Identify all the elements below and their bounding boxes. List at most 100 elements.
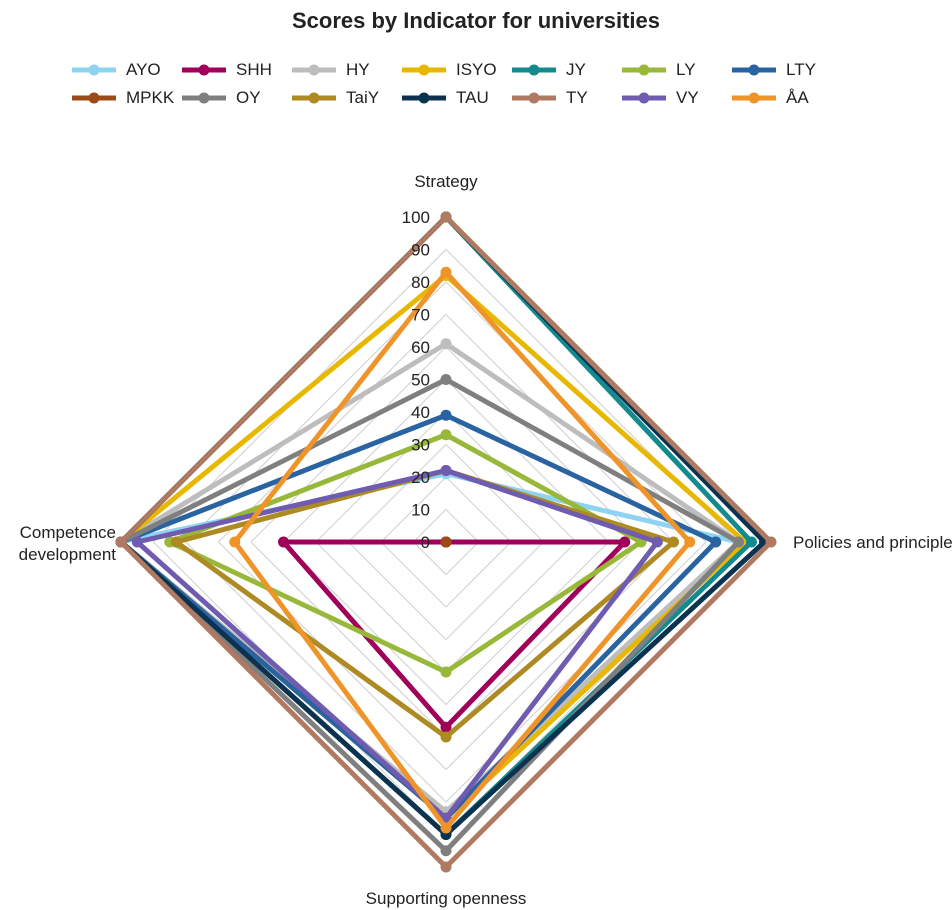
data-point [440,266,452,278]
legend-swatch [72,92,116,104]
tick-label: 30 [411,436,430,455]
legend-item-jy[interactable]: JY [510,56,620,84]
grid-ring [347,443,545,641]
data-point [733,536,744,548]
legend-label: SHH [236,60,272,79]
axis-labels: Strategy Policies and principles Supportin… [19,172,952,908]
legend-label: ÅA [786,88,809,107]
axis-label-policies-and-principles: Policies and principles [793,533,952,552]
tick-label: 80 [411,273,430,292]
legend-label: LTY [786,60,816,79]
legend-item-tau[interactable]: TAU [400,84,510,112]
data-point [229,536,241,548]
legend-label: LY [676,60,696,79]
legend-label: HY [346,60,370,79]
legend-label: TAU [456,88,489,107]
data-point [710,536,722,548]
data-point [651,536,663,548]
grid-ring [380,476,512,608]
legend-swatch [292,64,336,76]
data-point [619,536,631,548]
tick-label: 60 [411,338,430,357]
legend-swatch [182,92,226,104]
legend-item-isyo[interactable]: ISYO [400,56,510,84]
data-point [278,536,289,548]
legend-label: TaiY [346,88,380,107]
tick-labels: 0 10 20 30 40 50 60 70 80 90 100 [402,208,430,552]
data-point [440,429,452,441]
data-point [440,666,452,678]
legend-swatch [292,92,336,104]
legend-item-a[interactable]: ÅA [730,84,840,112]
data-point [684,536,696,548]
legend-swatch [182,64,226,76]
legend-swatch [512,92,556,104]
legend-item-vy[interactable]: VY [620,84,730,112]
series-ty [115,211,777,873]
tick-label: 50 [411,371,430,390]
legend-swatch [732,92,776,104]
grid-ring [412,508,480,576]
legend-item-mpkk[interactable]: MPKK [70,84,180,112]
chart-title: Scores by Indicator for universities [291,8,660,33]
legend-swatch [732,64,776,76]
legend-swatch [72,64,116,76]
data-point [440,861,452,873]
data-point [765,536,777,548]
legend-item-ty[interactable]: TY [510,84,620,112]
axis-label-strategy: Strategy [414,172,478,191]
data-point [440,338,452,350]
data-point [170,536,182,548]
axis-label-supporting-openness: Supporting openness [366,889,527,908]
data-point [440,211,452,223]
tick-label: 40 [411,403,430,422]
tick-label: 10 [411,501,430,520]
legend-label: ISYO [456,60,497,79]
legend-item-ayo[interactable]: AYO [70,56,180,84]
axis-label-competence-development: Competence development [19,523,117,564]
legend-swatch [622,92,666,104]
data-point [746,536,757,548]
data-point [440,409,452,421]
tick-label: 70 [411,306,430,325]
legend: AYO SHH HY ISYO JY LY LTY MPKK OY TaiY TAU TY VY ÅA [70,56,870,112]
legend-label: AYO [126,60,161,79]
data-point [440,536,452,548]
legend-item-hy[interactable]: HY [290,56,400,84]
data-point [440,374,452,385]
tick-label: 90 [411,241,430,260]
legend-label: JY [566,60,586,79]
tick-label: 20 [411,468,430,487]
legend-label: VY [676,88,699,107]
legend-item-oy[interactable]: OY [180,84,290,112]
legend-label: OY [236,88,261,107]
data-point [440,731,452,743]
legend-label: MPKK [126,88,175,107]
data-point [440,721,452,733]
legend-swatch [402,92,446,104]
legend-row: AYO SHH HY ISYO JY LY LTY [70,56,870,84]
legend-label: TY [566,88,588,107]
data-point [115,536,127,548]
legend-swatch [512,64,556,76]
data-point [440,845,452,857]
data-point [668,536,679,548]
data-point [440,465,452,476]
legend-item-lty[interactable]: LTY [730,56,840,84]
series-mpkk [440,536,452,548]
grid-ring [282,378,610,706]
legend-item-shh[interactable]: SHH [180,56,290,84]
series-a [229,266,696,834]
grid-ring [185,281,707,803]
legend-swatch [622,64,666,76]
tick-label: 0 [421,533,430,552]
legend-item-ly[interactable]: LY [620,56,730,84]
legend-item-taiy[interactable]: TaiY [290,84,400,112]
series-layer [115,211,777,873]
tick-label: 100 [402,208,430,227]
legend-row: MPKK OY TaiY TAU TY VY ÅA [70,84,870,112]
data-point [131,536,143,548]
legend-swatch [402,64,446,76]
data-point [440,822,452,834]
